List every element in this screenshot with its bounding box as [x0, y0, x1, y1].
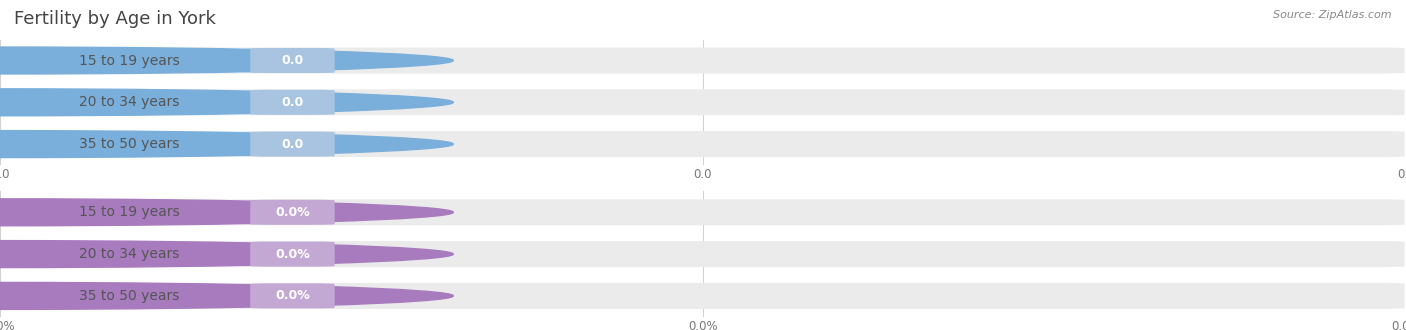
- FancyBboxPatch shape: [1, 89, 1405, 115]
- Text: 20 to 34 years: 20 to 34 years: [79, 247, 180, 261]
- Text: 0.0: 0.0: [281, 96, 304, 109]
- Text: 35 to 50 years: 35 to 50 years: [79, 137, 180, 151]
- FancyBboxPatch shape: [1, 283, 1405, 309]
- Circle shape: [0, 47, 453, 74]
- Text: 15 to 19 years: 15 to 19 years: [79, 205, 180, 219]
- FancyBboxPatch shape: [1, 241, 1405, 267]
- FancyBboxPatch shape: [250, 132, 335, 157]
- FancyBboxPatch shape: [1, 48, 247, 73]
- Circle shape: [0, 282, 453, 310]
- Circle shape: [0, 131, 453, 158]
- FancyBboxPatch shape: [250, 200, 335, 225]
- FancyBboxPatch shape: [1, 90, 247, 115]
- FancyBboxPatch shape: [250, 242, 335, 267]
- Text: 0.0: 0.0: [281, 54, 304, 67]
- FancyBboxPatch shape: [250, 90, 335, 115]
- FancyBboxPatch shape: [1, 199, 1405, 225]
- FancyBboxPatch shape: [250, 283, 335, 309]
- Text: Source: ZipAtlas.com: Source: ZipAtlas.com: [1274, 10, 1392, 20]
- FancyBboxPatch shape: [1, 48, 1405, 74]
- FancyBboxPatch shape: [1, 242, 247, 267]
- Text: Fertility by Age in York: Fertility by Age in York: [14, 10, 217, 28]
- Text: 15 to 19 years: 15 to 19 years: [79, 53, 180, 68]
- Text: 0.0%: 0.0%: [276, 206, 309, 219]
- Circle shape: [0, 241, 453, 268]
- Text: 0.0%: 0.0%: [276, 248, 309, 261]
- FancyBboxPatch shape: [1, 131, 1405, 157]
- FancyBboxPatch shape: [1, 132, 247, 157]
- FancyBboxPatch shape: [250, 48, 335, 73]
- Text: 0.0%: 0.0%: [276, 289, 309, 302]
- FancyBboxPatch shape: [1, 283, 247, 309]
- Circle shape: [0, 199, 453, 226]
- Circle shape: [0, 89, 453, 116]
- Text: 0.0: 0.0: [281, 138, 304, 150]
- Text: 20 to 34 years: 20 to 34 years: [79, 95, 180, 109]
- FancyBboxPatch shape: [1, 200, 247, 225]
- Text: 35 to 50 years: 35 to 50 years: [79, 289, 180, 303]
